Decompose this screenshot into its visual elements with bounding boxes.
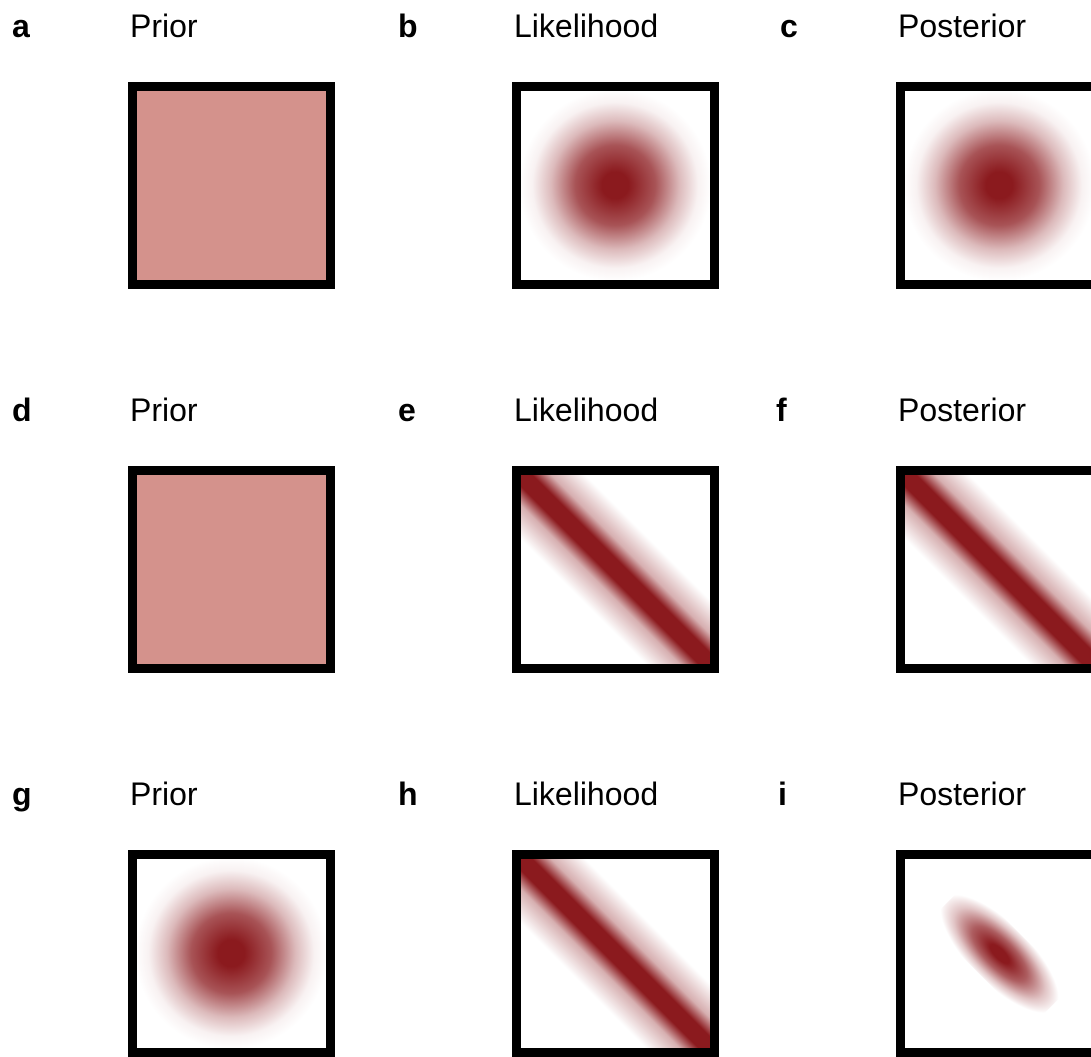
diagonal-band-density [905, 475, 1091, 664]
likelihood-panel-h [512, 850, 719, 1057]
diagonal-band-density [521, 859, 710, 1048]
prior-panel-g [128, 850, 335, 1057]
panel-letter-f: f [776, 392, 787, 428]
elliptical-density [927, 881, 1072, 1026]
panel-letter-i: i [778, 776, 787, 812]
panel-letter-e: e [398, 392, 416, 428]
uniform-density [137, 91, 326, 280]
panel-title-i: Posterior [898, 776, 1027, 812]
panel-title-g: Prior [130, 776, 198, 812]
panel-letter-a: a [12, 8, 30, 44]
panel-letter-b: b [398, 8, 418, 44]
panel-letter-d: d [12, 392, 32, 428]
gaussian-blob-density [905, 91, 1091, 280]
posterior-panel-f [896, 466, 1091, 673]
panel-title-h: Likelihood [514, 776, 659, 812]
posterior-panel-c [896, 82, 1091, 289]
diagonal-band-density [521, 475, 710, 664]
likelihood-panel-e [512, 466, 719, 673]
panel-title-a: Prior [130, 8, 198, 44]
gaussian-blob-density [521, 91, 710, 280]
panel-title-d: Prior [130, 392, 198, 428]
panel-letter-g: g [12, 776, 32, 812]
prior-panel-a [128, 82, 335, 289]
likelihood-panel-b [512, 82, 719, 289]
posterior-panel-i [896, 850, 1091, 1057]
panel-title-c: Posterior [898, 8, 1027, 44]
panel-letter-c: c [780, 8, 798, 44]
panel-title-b: Likelihood [514, 8, 659, 44]
gaussian-blob-density [137, 859, 326, 1048]
panel-title-e: Likelihood [514, 392, 659, 428]
panel-title-f: Posterior [898, 392, 1027, 428]
prior-panel-d [128, 466, 335, 673]
panel-letter-h: h [398, 776, 418, 812]
uniform-density [137, 475, 326, 664]
